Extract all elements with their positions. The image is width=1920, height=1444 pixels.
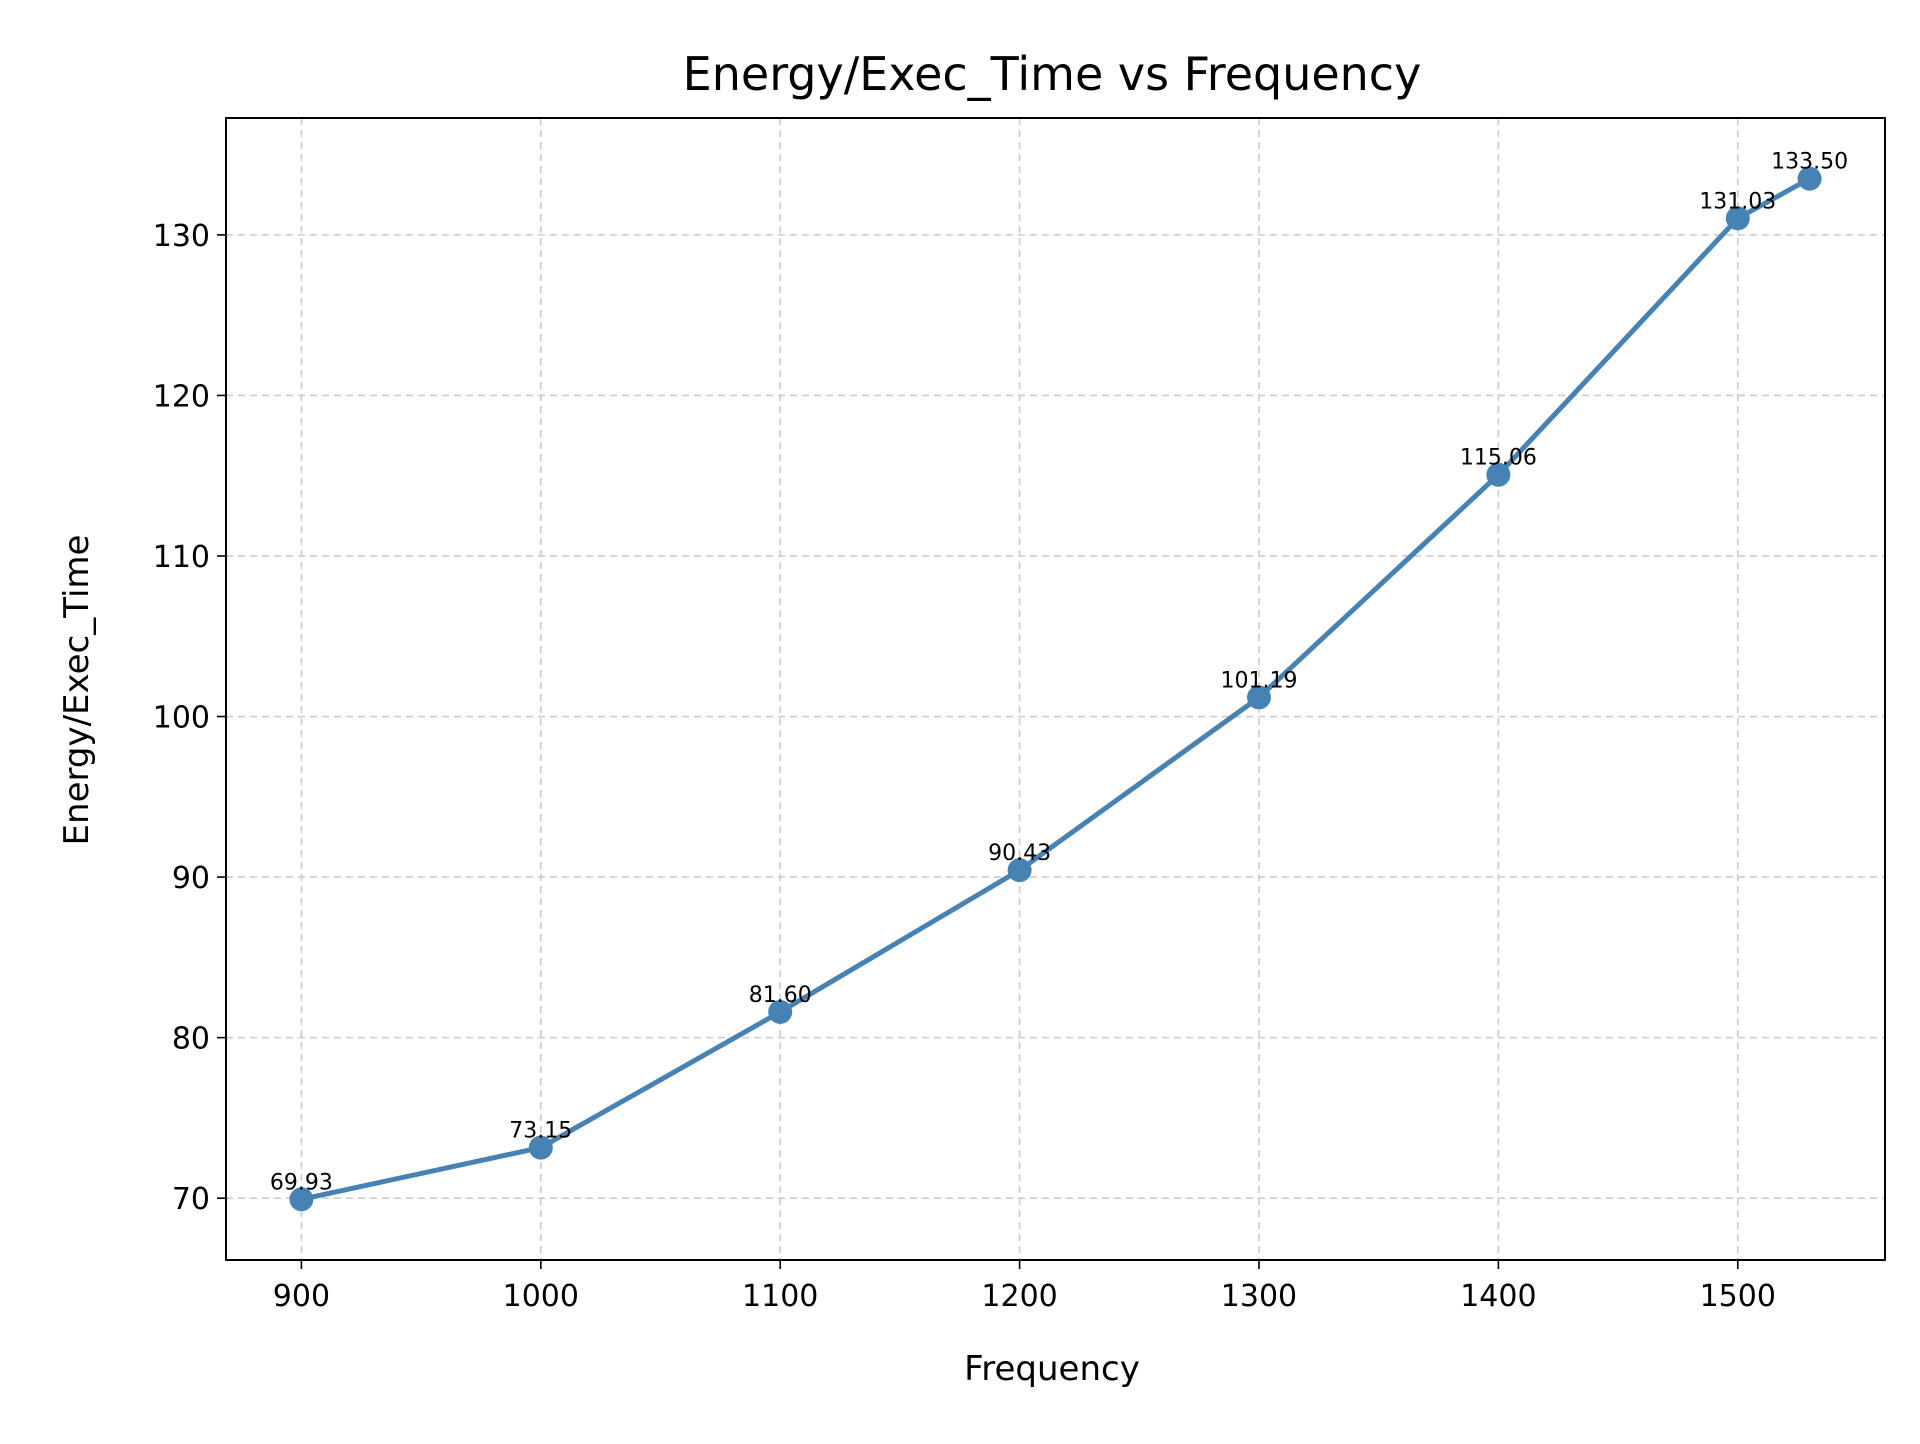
x-tick-label: 1000 (503, 1279, 579, 1314)
data-label: 81.60 (749, 983, 812, 1008)
data-label: 131.03 (1699, 189, 1776, 214)
y-tick-label: 110 (153, 540, 210, 575)
data-point (1246, 685, 1271, 710)
data-label: 90.43 (988, 841, 1051, 866)
data-labels: 69.93 73.15 81.60 90.43 101.19 115.06 131.03 13… (270, 150, 1848, 1196)
y-axis-label: Energy/Exec_Time (57, 535, 97, 846)
x-tick-label: 1100 (742, 1279, 818, 1314)
data-point (1007, 858, 1032, 883)
x-tick-label: 1200 (981, 1279, 1057, 1314)
y-tick-label: 90 (172, 861, 210, 896)
x-axis-label: Frequency (964, 1349, 1140, 1389)
y-tick-label: 80 (172, 1022, 210, 1057)
data-label: 115.06 (1460, 446, 1537, 471)
series-line-group (298, 176, 1813, 1202)
y-tick-label: 120 (153, 379, 210, 414)
data-point (1797, 166, 1822, 191)
data-point (528, 1135, 553, 1160)
data-points (289, 166, 1822, 1212)
data-point (1725, 206, 1750, 231)
x-tick-label: 1300 (1221, 1279, 1297, 1314)
y-tick-label: 70 (172, 1182, 210, 1217)
series-line (298, 176, 1813, 1202)
data-point (768, 999, 793, 1024)
grid (226, 118, 1885, 1260)
data-label: 69.93 (270, 1170, 333, 1195)
y-tick-label: 130 (153, 219, 210, 254)
x-tick-label: 1500 (1700, 1279, 1776, 1314)
data-label: 101.19 (1220, 668, 1297, 693)
x-tick-label: 1400 (1460, 1279, 1536, 1314)
chart-title: Energy/Exec_Time vs Frequency (683, 47, 1422, 101)
data-point (1486, 462, 1511, 487)
x-tick-label: 900 (273, 1279, 330, 1314)
data-point (289, 1187, 314, 1212)
data-label: 73.15 (509, 1119, 572, 1144)
y-tick-label: 100 (153, 701, 210, 736)
axis-ticks: 900 1000 1100 1200 1300 1400 1500 70 80 90 100 110 1… (153, 219, 1776, 1314)
plot-frame (225, 117, 1886, 1261)
data-label: 133.50 (1771, 150, 1848, 175)
